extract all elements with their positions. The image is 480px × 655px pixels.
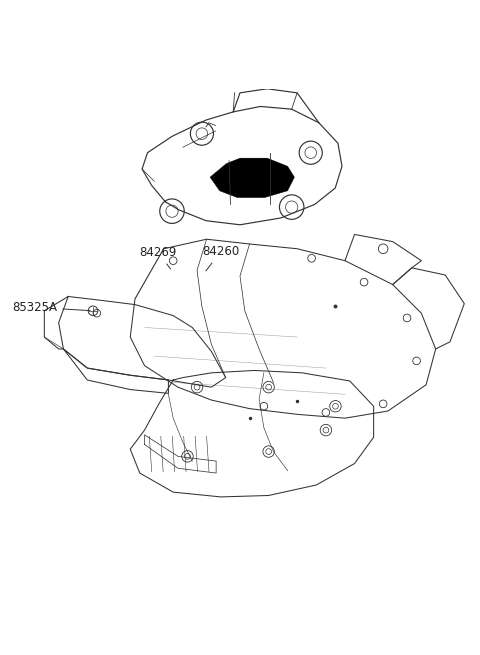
Text: 85325A: 85325A bbox=[12, 301, 90, 314]
Text: 84269: 84269 bbox=[139, 246, 177, 269]
Polygon shape bbox=[210, 158, 294, 198]
Text: 84260: 84260 bbox=[202, 245, 240, 271]
